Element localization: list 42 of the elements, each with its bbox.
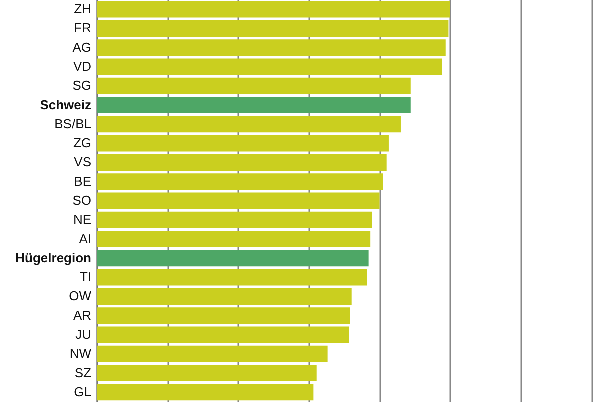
y-tick-label: TI [80, 270, 92, 285]
bar [97, 384, 314, 401]
bar [97, 1, 450, 18]
bar [97, 78, 411, 94]
bar [97, 192, 380, 210]
bar [97, 288, 352, 305]
bar [97, 154, 387, 171]
y-tick-label: Hügelregion [16, 250, 92, 266]
bar [97, 135, 389, 152]
y-tick-label: SO [72, 193, 92, 208]
bar [97, 346, 328, 362]
y-tick-label: ZH [74, 2, 92, 17]
bar [97, 308, 350, 324]
bar [97, 116, 401, 133]
y-tick-label: VD [73, 59, 92, 74]
bar [97, 40, 446, 56]
bar [97, 58, 442, 76]
bar [97, 326, 350, 344]
bar [97, 231, 371, 248]
y-tick-label: AI [79, 231, 92, 246]
y-tick-label: Schweiz [40, 97, 92, 112]
bar [97, 365, 317, 382]
y-tick-label: ZG [73, 136, 92, 151]
y-tick-label: JU [76, 327, 92, 342]
bar [97, 97, 411, 114]
y-tick-label: NW [70, 346, 92, 362]
bar [97, 174, 384, 190]
y-tick-label: BS/BL [54, 116, 92, 132]
y-tick-label: SZ [74, 365, 92, 380]
y-tick-label: OW [69, 288, 92, 304]
bar [97, 212, 372, 228]
y-tick-label: GL [74, 384, 92, 400]
y-tick-label: VS [74, 154, 92, 170]
y-tick-label: AR [73, 308, 92, 323]
y-tick-label: BE [74, 174, 92, 189]
bar [97, 269, 368, 286]
y-tick-label: NE [73, 212, 92, 228]
y-tick-label: FR [74, 20, 92, 36]
bar [97, 20, 449, 37]
y-tick-label: AG [72, 40, 92, 55]
y-tick-label: SG [72, 78, 92, 94]
bar [97, 250, 369, 267]
